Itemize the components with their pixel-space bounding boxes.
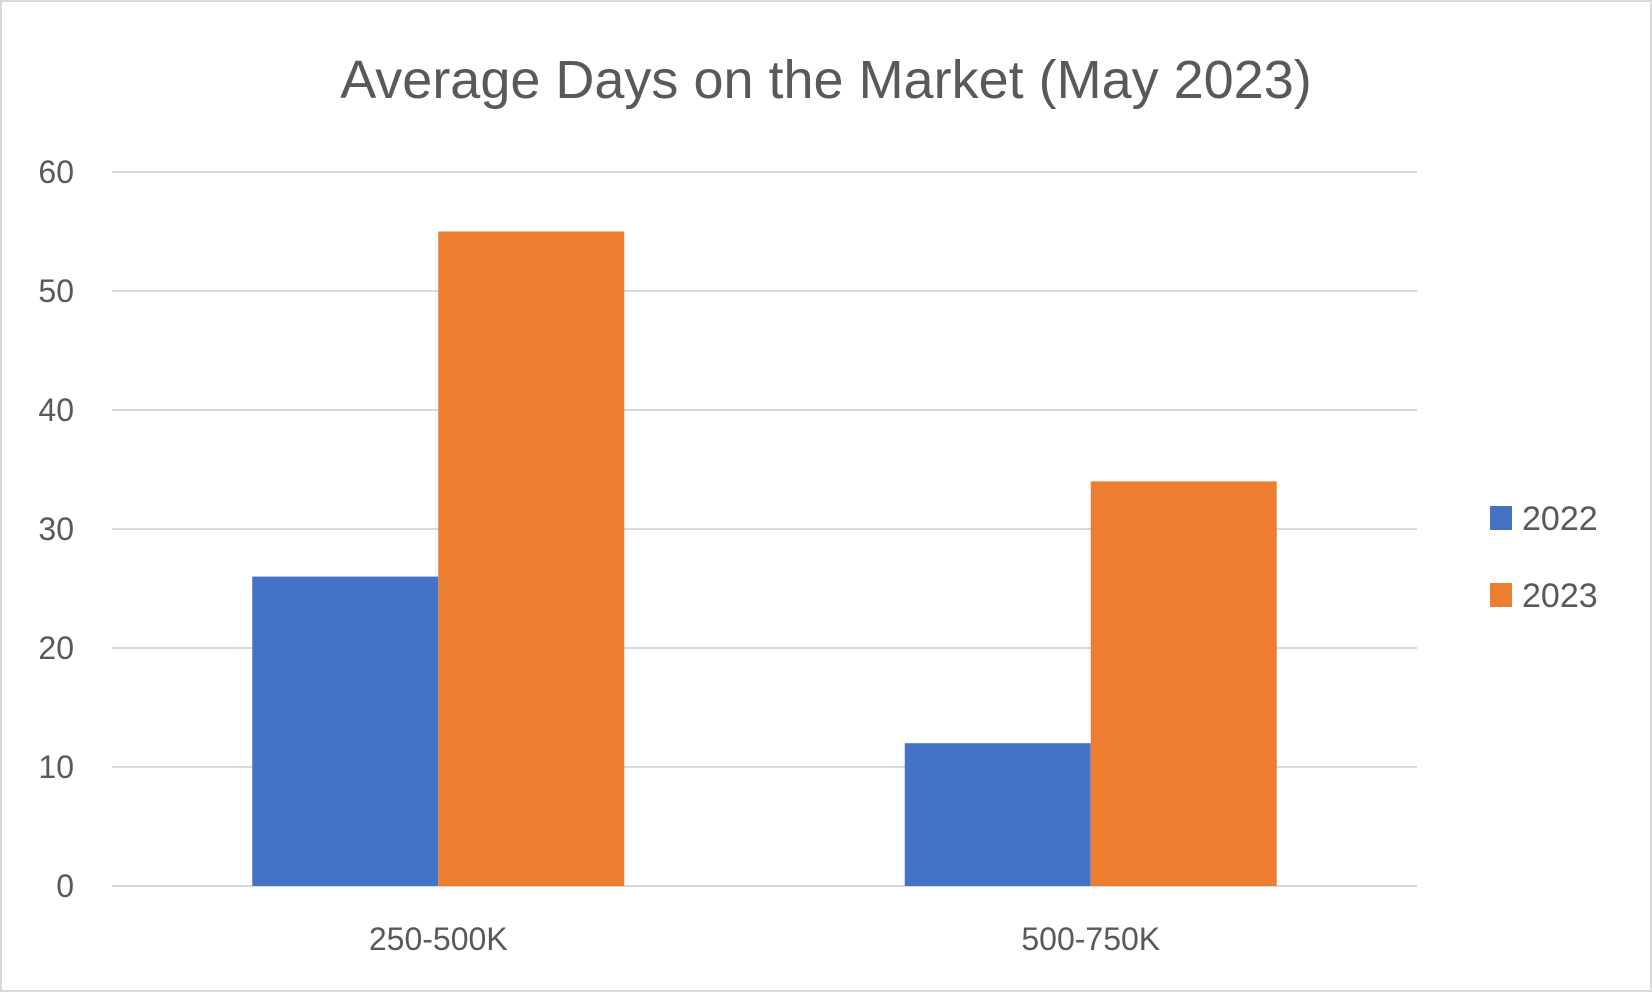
legend-swatch-2023 [1490, 583, 1512, 607]
legend-swatch-2022 [1490, 506, 1512, 530]
bar-2023-500-750K [1090, 481, 1277, 886]
legend-label: 2023 [1522, 577, 1598, 615]
y-tick-label: 0 [56, 868, 74, 904]
chart-title: Average Days on the Market (May 2023) [340, 50, 1311, 110]
y-tick-label: 50 [38, 273, 74, 309]
bar-2023-250-500K [438, 231, 625, 886]
y-tick-label: 10 [38, 749, 74, 785]
bars [252, 231, 1277, 886]
y-axis-ticks: 0 10 20 30 40 50 60 [38, 154, 74, 904]
y-tick-label: 40 [38, 392, 74, 428]
legend: 2022 2023 [1490, 500, 1598, 615]
x-axis-ticks: 250-500K 500-750K [369, 921, 1160, 957]
x-tick-label: 250-500K [369, 921, 508, 957]
bar-2022-250-500K [252, 576, 439, 886]
y-tick-label: 20 [38, 630, 74, 666]
y-tick-label: 60 [38, 154, 74, 190]
legend-label: 2022 [1522, 500, 1598, 538]
y-tick-label: 30 [38, 511, 74, 547]
x-tick-label: 500-750K [1021, 921, 1160, 957]
bar-2022-500-750K [904, 743, 1091, 886]
